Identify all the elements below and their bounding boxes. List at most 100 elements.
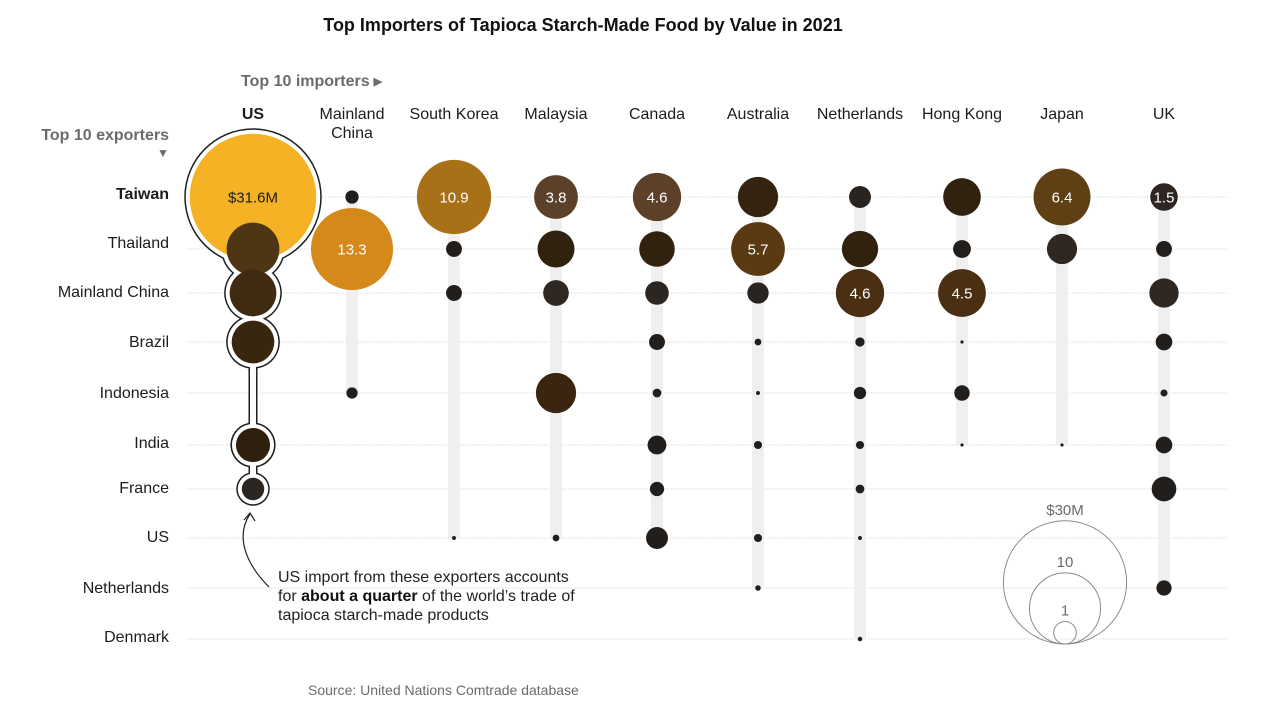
bubble-us-to-netherlands: [858, 536, 862, 540]
importer-label-canada: Canada: [629, 106, 685, 123]
source-note: Source: United Nations Comtrade database: [308, 682, 579, 698]
bubble-mainland-china-to-us: [229, 269, 277, 317]
importer-label-line: China: [331, 125, 373, 142]
bubble-brazil-to-hong-kong: [960, 340, 964, 344]
exporter-label-denmark: Denmark: [104, 629, 170, 646]
bubble-india-to-japan: [1060, 443, 1064, 447]
bubble-india-to-netherlands: [855, 440, 865, 450]
bubble-brazil-to-canada: [649, 334, 665, 350]
stem-hong-kong: [956, 197, 968, 445]
bubble-taiwan-to-canada: [632, 172, 682, 222]
importer-label-uk: UK: [1153, 106, 1176, 123]
importer-label-mainland-china: Mainland China: [320, 106, 385, 142]
bubble-taiwan-to-netherlands: [849, 186, 871, 208]
bubble-mainland-china-to-netherlands: [835, 268, 885, 318]
bubble-mainland-china-to-malaysia: [543, 280, 569, 306]
importer-label-line: Netherlands: [817, 106, 903, 123]
importer-label-line: UK: [1153, 106, 1176, 123]
importer-label-line: Australia: [727, 106, 789, 123]
importer-label-south-korea: South Korea: [410, 106, 499, 123]
bubble-value-label: 3.8: [546, 190, 567, 207]
annotation-line-1: US import from these exporters accounts: [278, 569, 569, 586]
exporter-label-netherlands: Netherlands: [83, 580, 169, 597]
bubble-value-label: 10.9: [439, 190, 468, 207]
bubble-taiwan-to-japan: [1033, 168, 1091, 226]
annotation-arrow-curve: [242, 513, 270, 588]
bubble-thailand-to-hong-kong: [953, 240, 971, 258]
bubble-thailand-to-malaysia: [537, 230, 575, 268]
bubble-india-to-uk: [1155, 436, 1173, 454]
bubble-value-label: 6.4: [1052, 190, 1073, 207]
exporters-axis-hint: Top 10 exporters: [41, 127, 169, 144]
bubble-indonesia-to-canada: [652, 388, 662, 398]
bubble-france-to-uk: [1151, 476, 1177, 502]
importer-label-japan: Japan: [1040, 106, 1084, 123]
bubble-taiwan-to-malaysia: [534, 175, 578, 219]
bubble-value-labels: $31.6M 13.3 10.9 3.8 4.6 5.7 4.6 4.5 6.4 1.5: [228, 190, 1174, 303]
bubble-mainland-china-to-hong-kong: [938, 269, 986, 317]
bubble-taiwan-to-mainland-china: [345, 190, 359, 204]
legend-circle-1: [1053, 621, 1077, 645]
exporter-label-us: US: [147, 529, 169, 546]
size-legend: $30M 10 1: [1002, 502, 1128, 645]
bubble-indonesia-to-hong-kong: [954, 385, 970, 401]
annotation-emphasis: about a quarter: [301, 588, 418, 605]
bubble-france-to-netherlands: [855, 484, 865, 494]
bubble-brazil-to-australia: [754, 338, 762, 346]
exporter-label-taiwan: Taiwan: [116, 186, 169, 203]
exporter-label-indonesia: Indonesia: [100, 385, 169, 402]
stem-south-korea: [448, 197, 460, 538]
bubble-indonesia-to-uk: [1160, 389, 1168, 397]
exporter-labels: Taiwan Thailand Mainland China Brazil Indone…: [58, 186, 170, 646]
chart-title: Top Importers of Tapioca Starch-Made Foo…: [323, 15, 843, 35]
legend-label-10: 10: [1057, 554, 1074, 571]
bubble-brazil-to-uk: [1155, 333, 1173, 351]
bubble-india-to-hong-kong: [960, 443, 964, 447]
bubble-taiwan-to-hong-kong: [943, 178, 981, 216]
importers-axis-hint-label: Top 10 importers: [241, 73, 370, 90]
bubble-thailand-to-canada: [639, 231, 675, 267]
bubble-value-label: 5.7: [748, 242, 769, 259]
importer-label-australia: Australia: [727, 106, 789, 123]
bubble-thailand-to-australia: [731, 222, 785, 276]
triangle-down-icon: ▼: [157, 146, 169, 160]
bubble-value-label: 4.5: [952, 286, 973, 303]
exporter-label-india: India: [134, 435, 169, 452]
bubble-us-to-australia: [753, 533, 763, 543]
exporter-label-france: France: [119, 480, 169, 497]
bubble-netherlands-to-australia: [755, 585, 761, 591]
bubble-value-label: $31.6M: [228, 190, 278, 207]
gridlines: [187, 196, 1227, 640]
bubble-netherlands-to-uk: [1156, 580, 1172, 596]
bubble-brazil-to-netherlands: [855, 337, 865, 347]
bubble-denmark-to-netherlands: [857, 636, 863, 642]
annotation-line-2-post: of the world’s trade of: [417, 588, 575, 605]
legend-label-1: 1: [1061, 603, 1069, 620]
bubble-indonesia-to-mainland-china: [346, 387, 358, 399]
importer-label-us: US: [242, 106, 265, 123]
bubble-mainland-china-to-canada: [645, 281, 669, 305]
bubble-thailand-to-mainland-china: [310, 207, 394, 291]
bubble-india-to-canada: [647, 435, 667, 455]
bubble-taiwan-to-uk: [1150, 183, 1178, 211]
annotation-line-3: tapioca starch-made products: [278, 607, 489, 624]
bubble-india-to-us: [235, 427, 271, 463]
importer-label-line: US: [242, 106, 265, 123]
annotation-arrow: [242, 511, 270, 588]
importer-label-line: Hong Kong: [922, 106, 1002, 123]
importer-label-line: Mainland: [320, 106, 385, 123]
data-bubbles: [189, 133, 1179, 642]
bubble-indonesia-to-netherlands: [853, 386, 867, 400]
importer-labels: US Mainland China South Korea Malaysia Canada…: [242, 106, 1176, 142]
bubble-thailand-to-uk: [1156, 241, 1172, 257]
annotation-text: US import from these exporters accounts …: [278, 568, 575, 625]
bubble-value-label: 4.6: [647, 190, 668, 207]
exporter-label-brazil: Brazil: [129, 334, 169, 351]
bubble-us-to-canada: [646, 527, 668, 549]
legend-circle-30m: [1002, 520, 1128, 645]
bubble-taiwan-to-us: [189, 133, 317, 261]
bubble-brazil-to-us: [231, 320, 275, 364]
importer-label-line: Canada: [629, 106, 685, 123]
